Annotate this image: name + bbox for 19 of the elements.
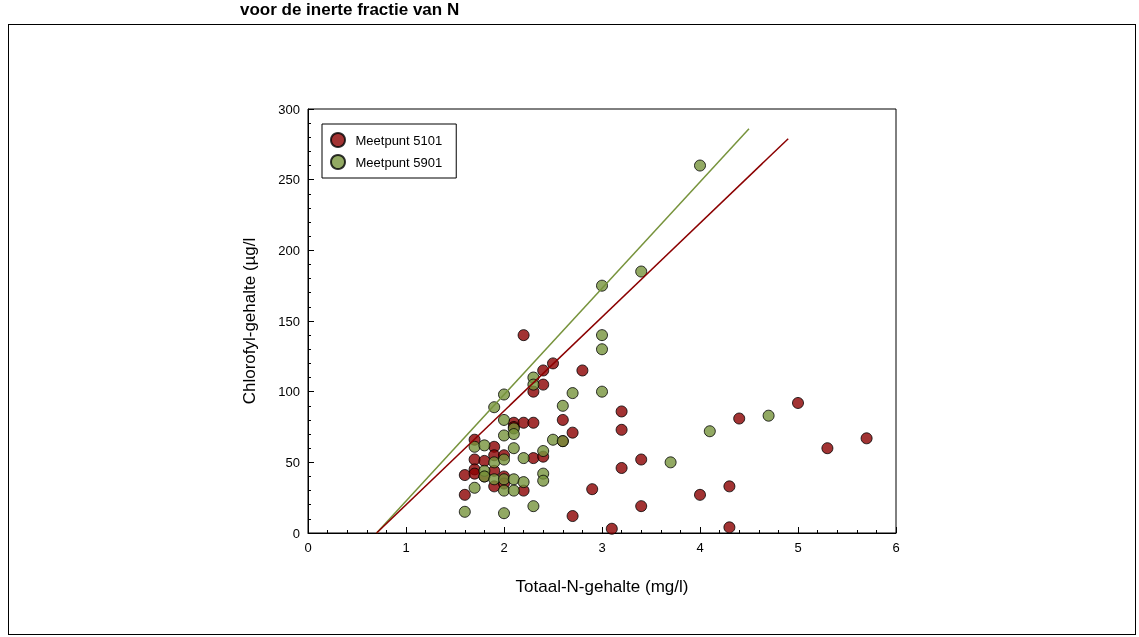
x-tick-label: 1 [402,540,410,555]
y-tick-label: 0 [292,525,300,541]
x-tick-label: 2 [500,540,508,555]
y-tick-label: 300 [278,101,300,117]
y-tick-label: 50 [285,454,300,470]
y-tick-label: 250 [278,172,300,188]
x-axis-title: Totaal-N-gehalte (mg/l) [515,577,689,596]
y-tick-label: 200 [278,242,300,258]
legend-label: Meetpunt 5101 [355,132,443,148]
x-tick-label: 0 [304,540,312,555]
chart-title: voor de inerte fractie van N [240,0,460,20]
y-axis-title: Chlorofyl-gehalte (µg/l [240,237,259,405]
x-tick-label: 3 [598,540,606,555]
y-tick-label: 150 [278,313,300,329]
x-tick-label: 6 [892,540,900,555]
y-tick-label: 100 [278,384,300,400]
x-tick-label: 5 [794,540,802,555]
legend-label: Meetpunt 5901 [355,154,443,170]
x-tick-label: 4 [696,540,704,555]
